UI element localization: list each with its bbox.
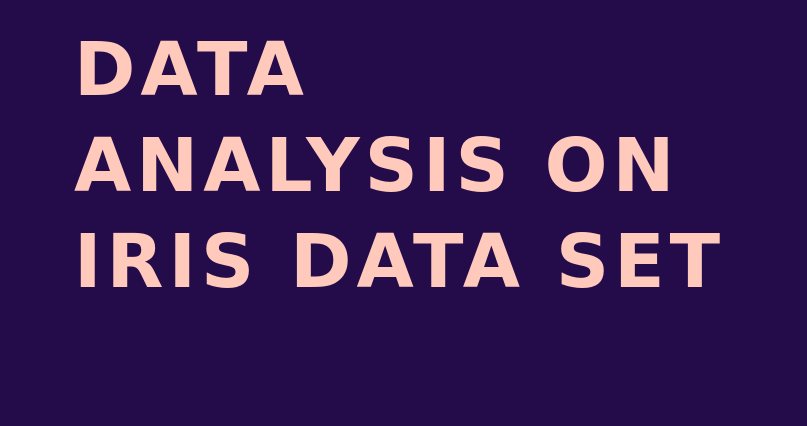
banner-title: DATA ANALYSIS ON IRIS DATA SET (74, 22, 725, 310)
title-line-3: IRIS DATA SET (74, 219, 726, 305)
title-line-2: ANALYSIS ON (74, 123, 680, 209)
title-line-1: DATA (74, 27, 309, 113)
